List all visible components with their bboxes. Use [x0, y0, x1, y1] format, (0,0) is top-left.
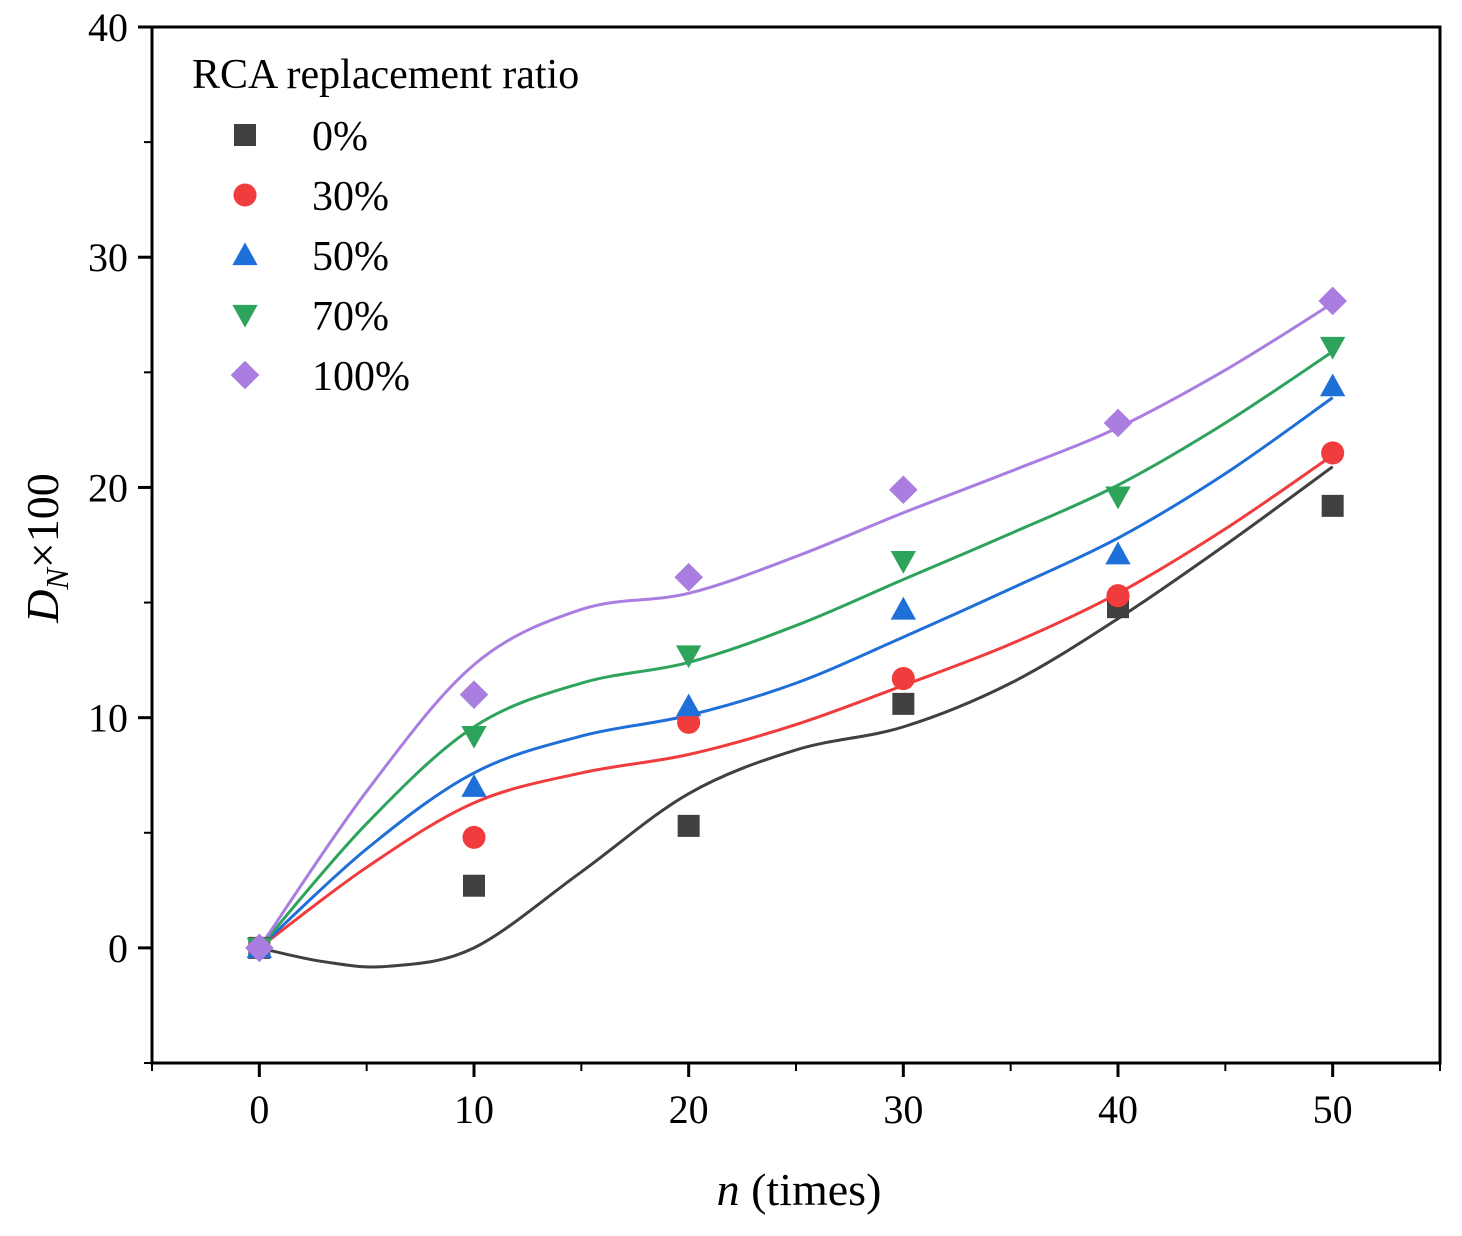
- legend-title: RCA replacement ratio: [192, 52, 579, 98]
- data-point-s3-3: [890, 550, 916, 574]
- x-tick-label-3: 30: [883, 1087, 923, 1132]
- data-point-s4-4: [1103, 408, 1133, 438]
- data-point-s2-1: [461, 774, 487, 797]
- data-point-s4-5: [1318, 286, 1347, 316]
- y-tick-label-3: 30: [88, 235, 128, 280]
- data-point-s3-4: [1105, 486, 1131, 510]
- data-point-s2-5: [1320, 373, 1346, 397]
- data-point-s4-0: [245, 933, 274, 963]
- fit-curve-2: [258, 396, 1334, 949]
- y-tick-label-4: 40: [88, 5, 128, 50]
- data-point-s0-1: [463, 874, 485, 897]
- data-point-s4-2: [674, 562, 703, 592]
- legend-label-4: 100%: [312, 354, 410, 400]
- data-point-s4-1: [459, 680, 489, 709]
- x-axis-title: n (times): [717, 1164, 882, 1215]
- legend-label-3: 70%: [312, 294, 389, 340]
- x-tick-label-5: 50: [1313, 1087, 1353, 1132]
- data-point-s3-2: [676, 645, 702, 669]
- data-markers: [245, 286, 1347, 963]
- data-point-s1-2: [677, 710, 701, 734]
- y-tick-label-0: 0: [108, 926, 128, 971]
- data-point-s2-2: [676, 693, 702, 717]
- data-point-s3-5: [1320, 336, 1346, 360]
- x-tick-label-4: 40: [1098, 1087, 1138, 1132]
- data-point-s0-2: [677, 814, 700, 837]
- axes: 0 10 20 30 40 50 0 10 20 30 40: [88, 5, 1442, 1132]
- legend-marker-0: [234, 124, 256, 146]
- x-tick-label-0: 0: [249, 1087, 269, 1132]
- legend-label-1: 30%: [312, 174, 389, 220]
- x-tick-label-1: 10: [454, 1087, 494, 1132]
- fit-curves: [258, 301, 1334, 969]
- legend-marker-3: [232, 304, 258, 328]
- fit-curve-4: [258, 301, 1334, 949]
- data-point-s1-3: [891, 666, 915, 691]
- y-axis-title: DN×100: [17, 473, 75, 624]
- data-point-s4-3: [889, 475, 918, 505]
- legend: RCA replacement ratio 0% 30% 50% 70% 100%: [192, 52, 579, 400]
- data-point-s0-3: [892, 692, 915, 715]
- y-tick-label-1: 10: [88, 696, 128, 741]
- data-point-s1-4: [1106, 584, 1130, 608]
- y-tick-label-2: 20: [88, 465, 128, 510]
- fit-curve-3: [258, 350, 1334, 949]
- x-tick-label-2: 20: [669, 1087, 709, 1132]
- legend-marker-1: [233, 183, 257, 207]
- data-point-s2-4: [1105, 541, 1131, 565]
- legend-label-0: 0%: [312, 114, 368, 160]
- data-point-s2-3: [890, 596, 916, 620]
- data-point-s1-5: [1321, 441, 1345, 465]
- legend-marker-2: [232, 242, 258, 266]
- data-point-s1-1: [462, 825, 486, 849]
- legend-label-2: 50%: [312, 234, 389, 280]
- legend-marker-4: [230, 360, 260, 390]
- data-point-s0-5: [1321, 494, 1344, 517]
- fit-curve-0: [259, 465, 1334, 969]
- fit-curve-1: [258, 453, 1334, 950]
- data-point-s3-1: [461, 725, 487, 749]
